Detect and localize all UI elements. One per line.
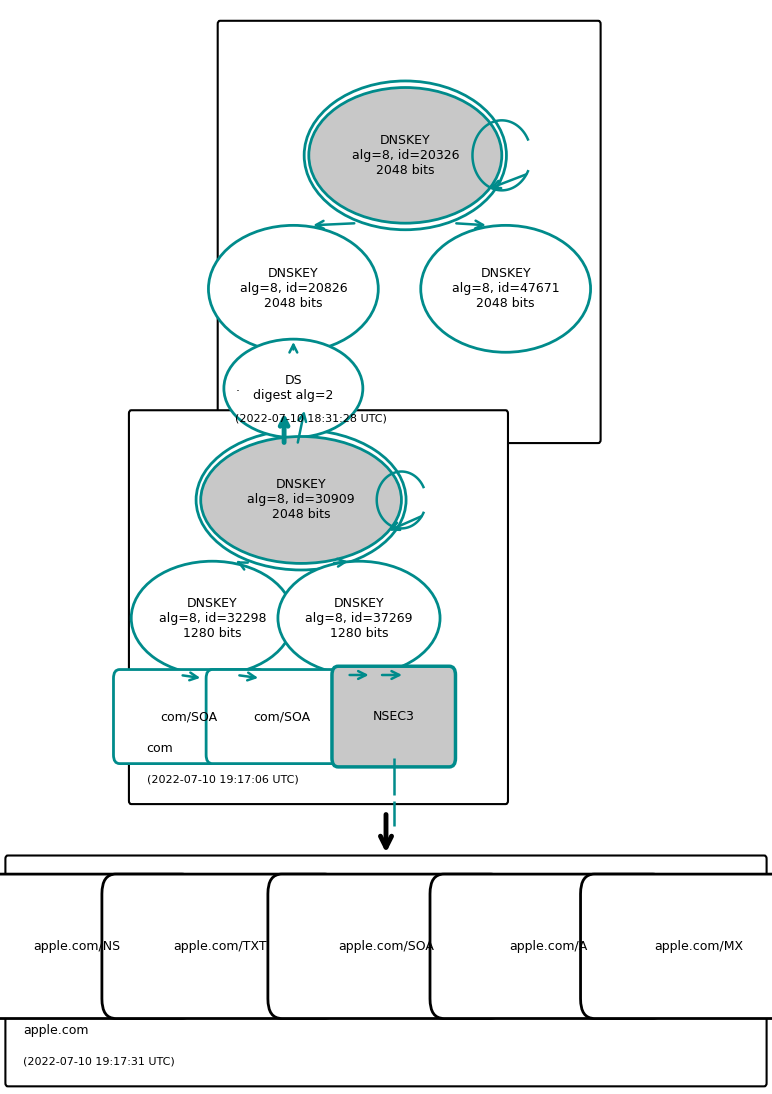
Text: DS
digest alg=2: DS digest alg=2 [253,374,334,403]
Ellipse shape [201,437,401,563]
Text: (2022-07-10 19:17:31 UTC): (2022-07-10 19:17:31 UTC) [23,1057,175,1067]
FancyBboxPatch shape [129,410,508,804]
Text: com/SOA: com/SOA [161,710,218,723]
FancyBboxPatch shape [113,670,265,764]
Ellipse shape [309,88,502,223]
Ellipse shape [421,225,591,352]
FancyBboxPatch shape [581,874,772,1019]
Text: DNSKEY
alg=8, id=37269
1280 bits: DNSKEY alg=8, id=37269 1280 bits [305,596,413,640]
FancyBboxPatch shape [5,856,767,1086]
Text: apple.com: apple.com [23,1024,89,1037]
Text: apple.com/MX: apple.com/MX [654,940,743,953]
Text: .: . [235,381,239,394]
Ellipse shape [224,339,363,438]
Text: DNSKEY
alg=8, id=47671
2048 bits: DNSKEY alg=8, id=47671 2048 bits [452,267,560,311]
Ellipse shape [208,225,378,352]
FancyBboxPatch shape [332,666,455,767]
FancyBboxPatch shape [430,874,666,1019]
Text: apple.com/NS: apple.com/NS [34,940,120,953]
Ellipse shape [131,561,293,675]
Text: apple.com/A: apple.com/A [509,940,587,953]
Text: DNSKEY
alg=8, id=20326
2048 bits: DNSKEY alg=8, id=20326 2048 bits [351,133,459,177]
FancyBboxPatch shape [102,874,338,1019]
Text: (2022-07-10 19:17:06 UTC): (2022-07-10 19:17:06 UTC) [147,775,299,784]
Text: com/SOA: com/SOA [253,710,310,723]
FancyBboxPatch shape [218,21,601,443]
Text: apple.com/SOA: apple.com/SOA [338,940,434,953]
FancyBboxPatch shape [268,874,504,1019]
FancyBboxPatch shape [206,670,357,764]
Ellipse shape [278,561,440,675]
Text: DNSKEY
alg=8, id=20826
2048 bits: DNSKEY alg=8, id=20826 2048 bits [239,267,347,311]
Text: apple.com/TXT: apple.com/TXT [173,940,267,953]
Text: com: com [147,742,174,755]
Text: DNSKEY
alg=8, id=32298
1280 bits: DNSKEY alg=8, id=32298 1280 bits [158,596,266,640]
Text: DNSKEY
alg=8, id=30909
2048 bits: DNSKEY alg=8, id=30909 2048 bits [247,478,355,522]
Text: (2022-07-10 18:31:28 UTC): (2022-07-10 18:31:28 UTC) [235,414,388,423]
FancyBboxPatch shape [0,874,195,1019]
Text: NSEC3: NSEC3 [373,710,415,723]
